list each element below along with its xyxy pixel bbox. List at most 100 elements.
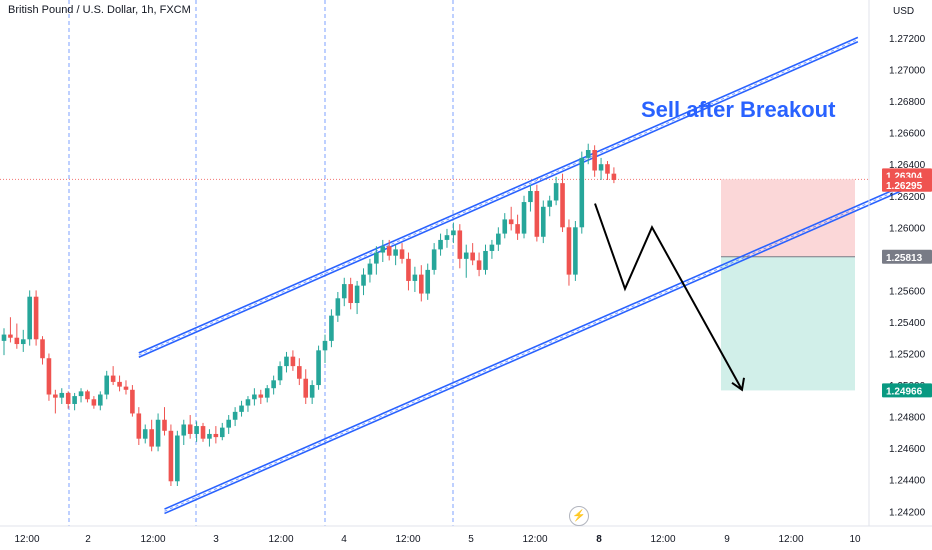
candle-body bbox=[277, 366, 283, 381]
time-tick-label: 5 bbox=[468, 534, 474, 545]
candle bbox=[59, 388, 65, 404]
candle-body bbox=[284, 356, 289, 367]
price-tick-label: 1.24400 bbox=[889, 476, 926, 487]
candle-body bbox=[354, 285, 360, 304]
candle-body bbox=[457, 230, 463, 259]
candle bbox=[258, 389, 264, 404]
price-tick-label: 1.27000 bbox=[889, 66, 926, 77]
candle bbox=[252, 388, 257, 406]
time-tick-label: 12:00 bbox=[650, 534, 675, 545]
time-tick-label: 12:00 bbox=[522, 534, 547, 545]
candle bbox=[605, 161, 610, 180]
candle bbox=[297, 358, 302, 386]
candle-body bbox=[425, 269, 431, 294]
lower-channel-line-edge bbox=[164, 173, 929, 510]
candle-body bbox=[399, 249, 405, 259]
candle-body bbox=[226, 419, 231, 428]
candle bbox=[598, 157, 604, 180]
candle-body bbox=[540, 206, 546, 237]
candle-body bbox=[1, 334, 7, 341]
candle-body bbox=[8, 334, 13, 338]
lightning-icon[interactable]: ⚡ bbox=[569, 506, 589, 526]
candle bbox=[232, 407, 238, 427]
upper-channel-line-edge bbox=[138, 36, 859, 354]
candle bbox=[547, 195, 552, 217]
time-tick-label: 12:00 bbox=[14, 534, 39, 545]
price-tick-label: 1.25600 bbox=[889, 286, 926, 297]
price-badge-label: 1.26304 bbox=[886, 171, 923, 182]
candle-body bbox=[59, 392, 65, 398]
upper-channel-line-edge bbox=[138, 41, 859, 359]
candle bbox=[162, 407, 167, 436]
candle-body bbox=[463, 252, 469, 259]
candle bbox=[348, 277, 353, 310]
candle-body bbox=[98, 394, 103, 406]
trend-channel[interactable] bbox=[138, 36, 929, 515]
candle bbox=[496, 227, 501, 251]
candle-body bbox=[476, 260, 482, 270]
candle bbox=[335, 291, 341, 322]
candle-body bbox=[149, 429, 154, 447]
candle-body bbox=[181, 424, 187, 436]
time-tick-label: 8 bbox=[596, 534, 602, 545]
candle-body bbox=[502, 219, 508, 234]
candle-body bbox=[322, 340, 328, 351]
candle bbox=[130, 385, 135, 417]
risk-reward-zones bbox=[721, 179, 855, 391]
time-tick-label: 12:00 bbox=[395, 534, 420, 545]
price-badge: 1.24966 bbox=[882, 383, 932, 398]
candle bbox=[585, 143, 591, 165]
lower-channel-line-center bbox=[164, 176, 929, 512]
candle-body bbox=[534, 191, 540, 237]
candle-body bbox=[611, 173, 617, 180]
candle-body bbox=[72, 396, 77, 404]
candle-body bbox=[110, 375, 116, 382]
candle bbox=[98, 391, 103, 411]
candle-body bbox=[412, 274, 418, 281]
candle-body bbox=[136, 413, 142, 439]
price-tick-label: 1.26800 bbox=[889, 97, 926, 108]
candle-body bbox=[573, 227, 578, 275]
candle-body bbox=[130, 389, 135, 414]
candle bbox=[309, 380, 315, 404]
candle bbox=[290, 350, 296, 371]
candle bbox=[322, 334, 328, 363]
candle-body bbox=[592, 150, 597, 171]
candle-body bbox=[341, 284, 347, 299]
upper-channel-line-center bbox=[138, 39, 859, 356]
upper-channel-line bbox=[138, 36, 859, 359]
candle-body bbox=[309, 385, 315, 398]
candle bbox=[444, 228, 450, 248]
candle bbox=[476, 252, 482, 277]
candle-body bbox=[335, 298, 341, 316]
candle-body bbox=[245, 399, 251, 406]
candle bbox=[412, 266, 418, 292]
candle bbox=[406, 252, 411, 291]
candle bbox=[123, 380, 129, 395]
candle bbox=[1, 328, 7, 356]
projection-arrow bbox=[594, 203, 745, 392]
candle-body bbox=[40, 339, 45, 359]
candle bbox=[457, 224, 463, 269]
candle bbox=[451, 222, 456, 244]
candle bbox=[149, 419, 154, 452]
projection-path bbox=[594, 203, 743, 391]
price-badge-label: 1.26295 bbox=[886, 181, 923, 192]
price-tick-label: 1.25200 bbox=[889, 350, 926, 361]
candlesticks bbox=[1, 143, 617, 487]
time-tick-label: 12:00 bbox=[140, 534, 165, 545]
candle-body bbox=[419, 274, 424, 294]
candle-body bbox=[104, 375, 110, 395]
candle bbox=[46, 353, 52, 401]
candle bbox=[553, 176, 559, 206]
candle-body bbox=[393, 249, 398, 256]
candle-body bbox=[444, 235, 450, 240]
candle bbox=[374, 246, 379, 275]
candle bbox=[528, 184, 533, 212]
candle bbox=[117, 375, 122, 392]
time-tick-label: 4 bbox=[341, 534, 347, 545]
candle bbox=[508, 206, 514, 231]
time-tick-label: 9 bbox=[724, 534, 730, 545]
candle-body bbox=[380, 246, 386, 253]
